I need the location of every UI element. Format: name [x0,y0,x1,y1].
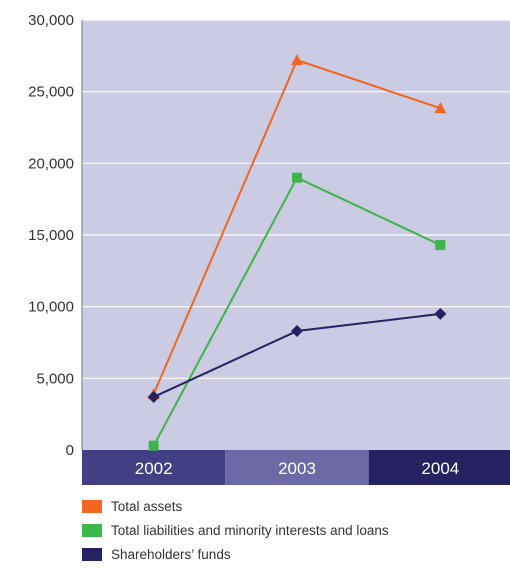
legend: Total assets Total liabilities and minori… [82,499,389,562]
data-point [148,440,159,451]
legend-swatch [82,548,102,561]
data-point [435,240,446,251]
legend-label: Total assets [111,499,183,514]
y-tick-label: 0 [66,442,74,459]
y-tick-label: 30,000 [28,12,74,29]
y-tick-label: 25,000 [28,84,74,101]
category-band [82,450,226,485]
data-point [292,172,302,183]
data-point [434,307,447,320]
x-tick-label: 2004 [421,459,459,478]
y-tick-label: 10,000 [28,299,74,316]
category-band [225,450,369,485]
data-point [291,325,303,338]
data-point [291,54,303,66]
category-bands: 2002 2003 2004 [82,450,510,485]
data-point [434,102,447,114]
x-tick-label: 2002 [135,459,173,478]
series-group [147,54,447,451]
legend-label: Total liabilities and minority interests… [111,523,389,538]
y-tick-label: 20,000 [28,155,74,172]
y-tick-label: 5,000 [36,370,74,387]
data-point [147,390,160,403]
gridlines [82,19,510,379]
y-tick-label: 15,000 [28,227,74,244]
legend-label: Shareholders’ funds [111,547,231,562]
y-axis-ticks: 0 5,000 10,000 15,000 20,000 25,000 30,000 [28,12,74,459]
legend-swatch [82,500,102,513]
legend-swatch [82,524,102,537]
category-band [368,450,510,485]
x-tick-label: 2003 [278,459,316,478]
